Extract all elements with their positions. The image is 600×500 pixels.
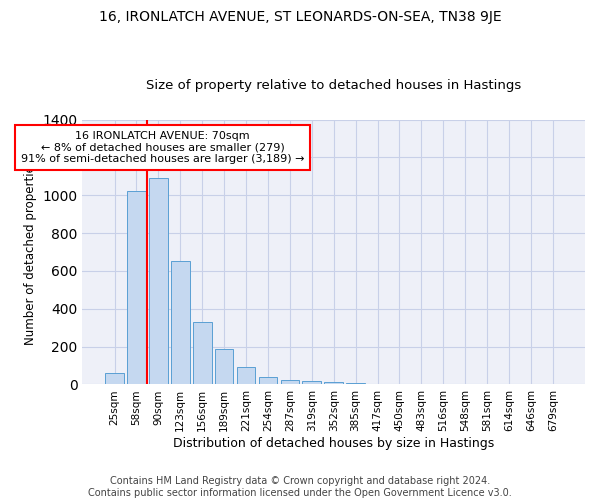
Bar — [171, 262, 190, 384]
Bar — [215, 348, 233, 384]
Bar — [149, 178, 167, 384]
Bar — [281, 380, 299, 384]
Bar — [346, 382, 365, 384]
X-axis label: Distribution of detached houses by size in Hastings: Distribution of detached houses by size … — [173, 437, 494, 450]
Bar — [105, 373, 124, 384]
Title: Size of property relative to detached houses in Hastings: Size of property relative to detached ho… — [146, 79, 521, 92]
Bar — [127, 192, 146, 384]
Bar — [302, 380, 321, 384]
Bar — [259, 377, 277, 384]
Text: 16, IRONLATCH AVENUE, ST LEONARDS-ON-SEA, TN38 9JE: 16, IRONLATCH AVENUE, ST LEONARDS-ON-SEA… — [98, 10, 502, 24]
Bar — [193, 322, 212, 384]
Text: 16 IRONLATCH AVENUE: 70sqm
← 8% of detached houses are smaller (279)
91% of semi: 16 IRONLATCH AVENUE: 70sqm ← 8% of detac… — [21, 131, 305, 164]
Y-axis label: Number of detached properties: Number of detached properties — [24, 159, 37, 345]
Bar — [237, 368, 256, 384]
Bar — [325, 382, 343, 384]
Text: Contains HM Land Registry data © Crown copyright and database right 2024.
Contai: Contains HM Land Registry data © Crown c… — [88, 476, 512, 498]
